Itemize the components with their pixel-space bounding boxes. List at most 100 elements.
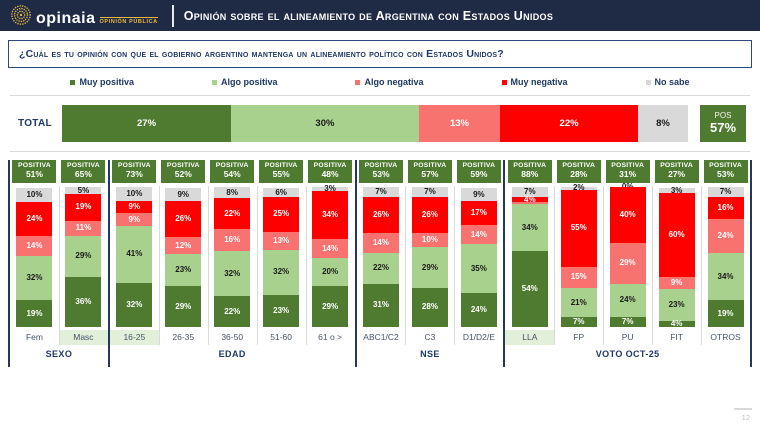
positiva-badge-value: 88% xyxy=(521,168,539,179)
segment-label: 31% xyxy=(372,300,389,310)
column-segment: 29% xyxy=(609,243,646,284)
column-segment: 23% xyxy=(263,294,300,327)
category-label: Fem xyxy=(25,332,43,342)
category-label: FP xyxy=(573,332,585,342)
segment-label: 2% xyxy=(572,183,585,193)
column-segment: 60% xyxy=(658,192,695,277)
segment-label: 4% xyxy=(670,319,683,329)
column-segment: 7% xyxy=(707,187,744,197)
column-segment: 11% xyxy=(65,220,102,237)
segment-label: 24% xyxy=(26,214,43,224)
column-segment: 26% xyxy=(363,196,399,234)
column-fit: POSITIVA 27% 3% 60% 9% 23% 4% FIT xyxy=(652,160,701,345)
segment-label: 34% xyxy=(521,222,538,232)
column-61-o-: POSITIVA 48% 3% 34% 14% 20% 29% 61 o > xyxy=(305,160,355,345)
positiva-badge: POSITIVA 31% xyxy=(605,160,650,183)
column-segment: 32% xyxy=(16,255,53,301)
segment-label: 32% xyxy=(26,273,43,282)
positiva-badge: POSITIVA 54% xyxy=(210,160,255,183)
page-number: 12 xyxy=(741,413,750,422)
segment-label: 26% xyxy=(421,210,438,220)
segment-label: 14% xyxy=(470,229,487,239)
column-segment: 9% xyxy=(460,188,497,202)
stacked-column: 5% 19% 11% 29% 36% xyxy=(65,186,102,327)
segment-label: 9% xyxy=(473,189,485,199)
positiva-badge-title: POSITIVA xyxy=(18,162,51,169)
segment-label: 29% xyxy=(421,262,438,272)
legend-item-muy_negativa: Muy negativa xyxy=(501,77,568,87)
segment-label: 29% xyxy=(175,301,192,311)
stacked-column: 7% 4% 34% 54% xyxy=(511,187,548,327)
question-text: ¿Cuál es tu opinión con que el gobierno … xyxy=(19,48,504,60)
legend-label: No sabe xyxy=(654,77,690,87)
column-segment: 2% xyxy=(560,183,597,193)
title-separator xyxy=(171,4,174,27)
column-segment: 10% xyxy=(411,233,448,248)
category-label: D1/D2/E xyxy=(462,332,495,342)
segment-label: 32% xyxy=(273,267,290,277)
segment-label: 55% xyxy=(570,223,587,233)
column-segment: 28% xyxy=(411,287,448,327)
total-segment: 8% xyxy=(637,105,688,142)
stacked-column: 7% 26% 14% 22% 31% xyxy=(363,187,399,327)
segment-label: 7% xyxy=(424,186,436,196)
group-label: EDAD xyxy=(218,349,246,359)
column-36-50: POSITIVA 54% 8% 22% 16% 32% 22% 36-50 xyxy=(207,160,257,345)
column-segment: 7% xyxy=(363,187,399,197)
stacked-column: 3% 34% 14% 20% 29% xyxy=(312,185,349,327)
positiva-badge: POSITIVA 48% xyxy=(308,160,353,183)
column-segment: 3% xyxy=(312,185,349,193)
positiva-badge: POSITIVA 59% xyxy=(456,160,501,183)
column-segment: 29% xyxy=(65,236,102,277)
column-segment: 23% xyxy=(658,289,695,322)
segment-label: 23% xyxy=(273,305,290,315)
column-segment: 20% xyxy=(312,258,349,287)
column-segment xyxy=(511,202,548,204)
category-label: C3 xyxy=(424,332,436,342)
pos-badge-caption: POS xyxy=(714,111,732,121)
group-label: VOTO OCT-25 xyxy=(595,349,660,359)
segment-label: 14% xyxy=(372,238,389,248)
segment-label: 23% xyxy=(175,265,192,275)
stacked-column: 0% 40% 29% 24% 7% xyxy=(609,183,646,327)
positiva-badge-value: 27% xyxy=(668,168,686,179)
segment-label: 25% xyxy=(273,209,290,219)
column-segment: 26% xyxy=(411,196,448,234)
legend-swatch-icon xyxy=(501,79,507,85)
legend-swatch-icon xyxy=(645,79,651,85)
stacked-column: 6% 25% 13% 32% 23% xyxy=(263,187,300,327)
positiva-badge-value: 48% xyxy=(321,168,339,179)
segment-label: 10% xyxy=(126,188,143,198)
stacked-column: 9% 17% 14% 35% 24% xyxy=(460,187,497,327)
segment-label: 16% xyxy=(224,235,241,245)
category-label: 26-35 xyxy=(172,332,195,342)
group-columns: POSITIVA 88% 7% 4% 34% 54% LLA POSITIVA 28% 2% 55%… xyxy=(505,160,750,345)
positiva-badge-title: POSITIVA xyxy=(413,162,447,169)
column-lla: POSITIVA 88% 7% 4% 34% 54% LLA xyxy=(505,160,555,345)
category-label: PU xyxy=(621,332,634,342)
column-segment: 16% xyxy=(707,196,744,220)
stacked-column: 7% 26% 10% 29% 28% xyxy=(411,186,448,327)
segment-label: 0% xyxy=(610,183,646,191)
positiva-badge: POSITIVA 88% xyxy=(507,160,552,183)
column-segment: 29% xyxy=(312,286,349,327)
group-voto-oct-25: POSITIVA 88% 7% 4% 34% 54% LLA POSITIVA 28% 2% 55%… xyxy=(503,160,752,367)
segment-label: 19% xyxy=(717,308,734,318)
legend-item-no_sabe: No sabe xyxy=(645,77,690,87)
total-segment: 13% xyxy=(418,105,501,142)
segment-label: 9% xyxy=(177,189,190,199)
segment-label: 54% xyxy=(521,284,538,294)
stacked-column: 8% 22% 16% 32% 22% xyxy=(214,187,251,327)
segment-label: 9% xyxy=(128,214,141,224)
group-columns: POSITIVA 53% 7% 26% 14% 22% 31% ABC1/C2 POSITIVA… xyxy=(357,160,504,345)
positiva-badge: POSITIVA 65% xyxy=(61,160,106,183)
column-segment: 22% xyxy=(214,198,251,230)
column-segment: 10% xyxy=(16,188,53,203)
column-c3: POSITIVA 57% 7% 26% 10% 29% 28% C3 xyxy=(405,160,454,345)
category-label: OTROS xyxy=(710,332,741,342)
column-segment: 7% xyxy=(511,187,548,197)
positiva-badge-title: POSITIVA xyxy=(215,162,249,169)
column-segment: 9% xyxy=(658,276,695,290)
legend-label: Muy negativa xyxy=(510,77,568,87)
